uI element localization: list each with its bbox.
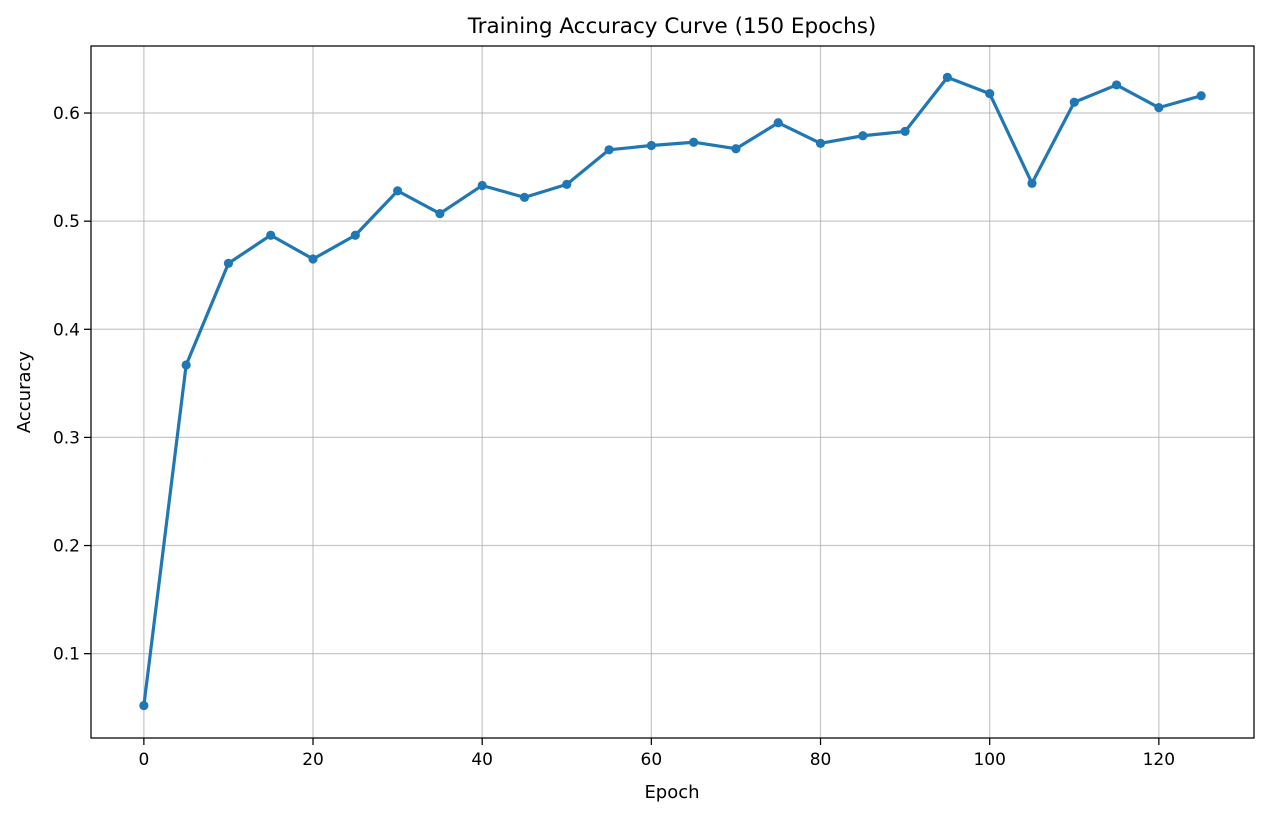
y-tick-label: 0.6 (53, 104, 80, 124)
accuracy-point (393, 186, 403, 196)
accuracy-point (1027, 178, 1037, 188)
y-tick-label: 0.4 (53, 320, 80, 340)
accuracy-point (350, 230, 360, 240)
accuracy-point (308, 254, 318, 264)
y-tick-label: 0.2 (53, 537, 80, 557)
accuracy-point (181, 360, 191, 370)
accuracy-point (435, 208, 445, 219)
accuracy-point (266, 230, 276, 240)
x-tick-label: 80 (810, 750, 832, 770)
plot-frame (90, 45, 1255, 739)
y-tick-label: 0.1 (53, 645, 80, 665)
x-tick-label: 60 (641, 750, 663, 770)
accuracy-point (604, 145, 614, 155)
y-tick-label: 0.5 (53, 212, 80, 232)
accuracy-point (985, 88, 995, 99)
accuracy-point (942, 72, 952, 82)
y-tick-label: 0.3 (53, 428, 80, 448)
accuracy-point (519, 192, 530, 202)
x-tick-label: 100 (973, 750, 1005, 770)
series-layer (139, 72, 1206, 711)
accuracy-point (562, 179, 572, 189)
x-tick-label: 0 (138, 750, 149, 770)
accuracy-point (1154, 103, 1164, 113)
accuracy-point (646, 140, 656, 151)
x-tick-label: 120 (1143, 750, 1175, 770)
accuracy-point (858, 131, 868, 141)
accuracy-point (1111, 80, 1122, 90)
accuracy-point (731, 144, 741, 154)
y-axis-label: Accuracy (14, 351, 35, 434)
tick-layer: 0 20 40 60 80 100 120 0.1 0.2 0.3 0.4 0.5 0.6 (53, 104, 1175, 770)
accuracy-point (1069, 97, 1079, 107)
x-tick-label: 40 (471, 750, 493, 770)
accuracy-point (900, 126, 910, 137)
accuracy-line (142, 75, 1203, 708)
chart-title: Training Accuracy Curve (150 Epochs) (467, 14, 877, 39)
accuracy-point (773, 118, 783, 128)
accuracy-point (815, 138, 826, 148)
accuracy-point (223, 258, 234, 268)
accuracy-point (139, 700, 149, 711)
accuracy-point (477, 180, 487, 191)
accuracy-point (689, 137, 699, 147)
grid-layer (91, 46, 1254, 738)
x-axis-label: Epoch (644, 782, 699, 803)
x-tick-label: 20 (302, 750, 324, 770)
accuracy-point (1196, 91, 1206, 101)
